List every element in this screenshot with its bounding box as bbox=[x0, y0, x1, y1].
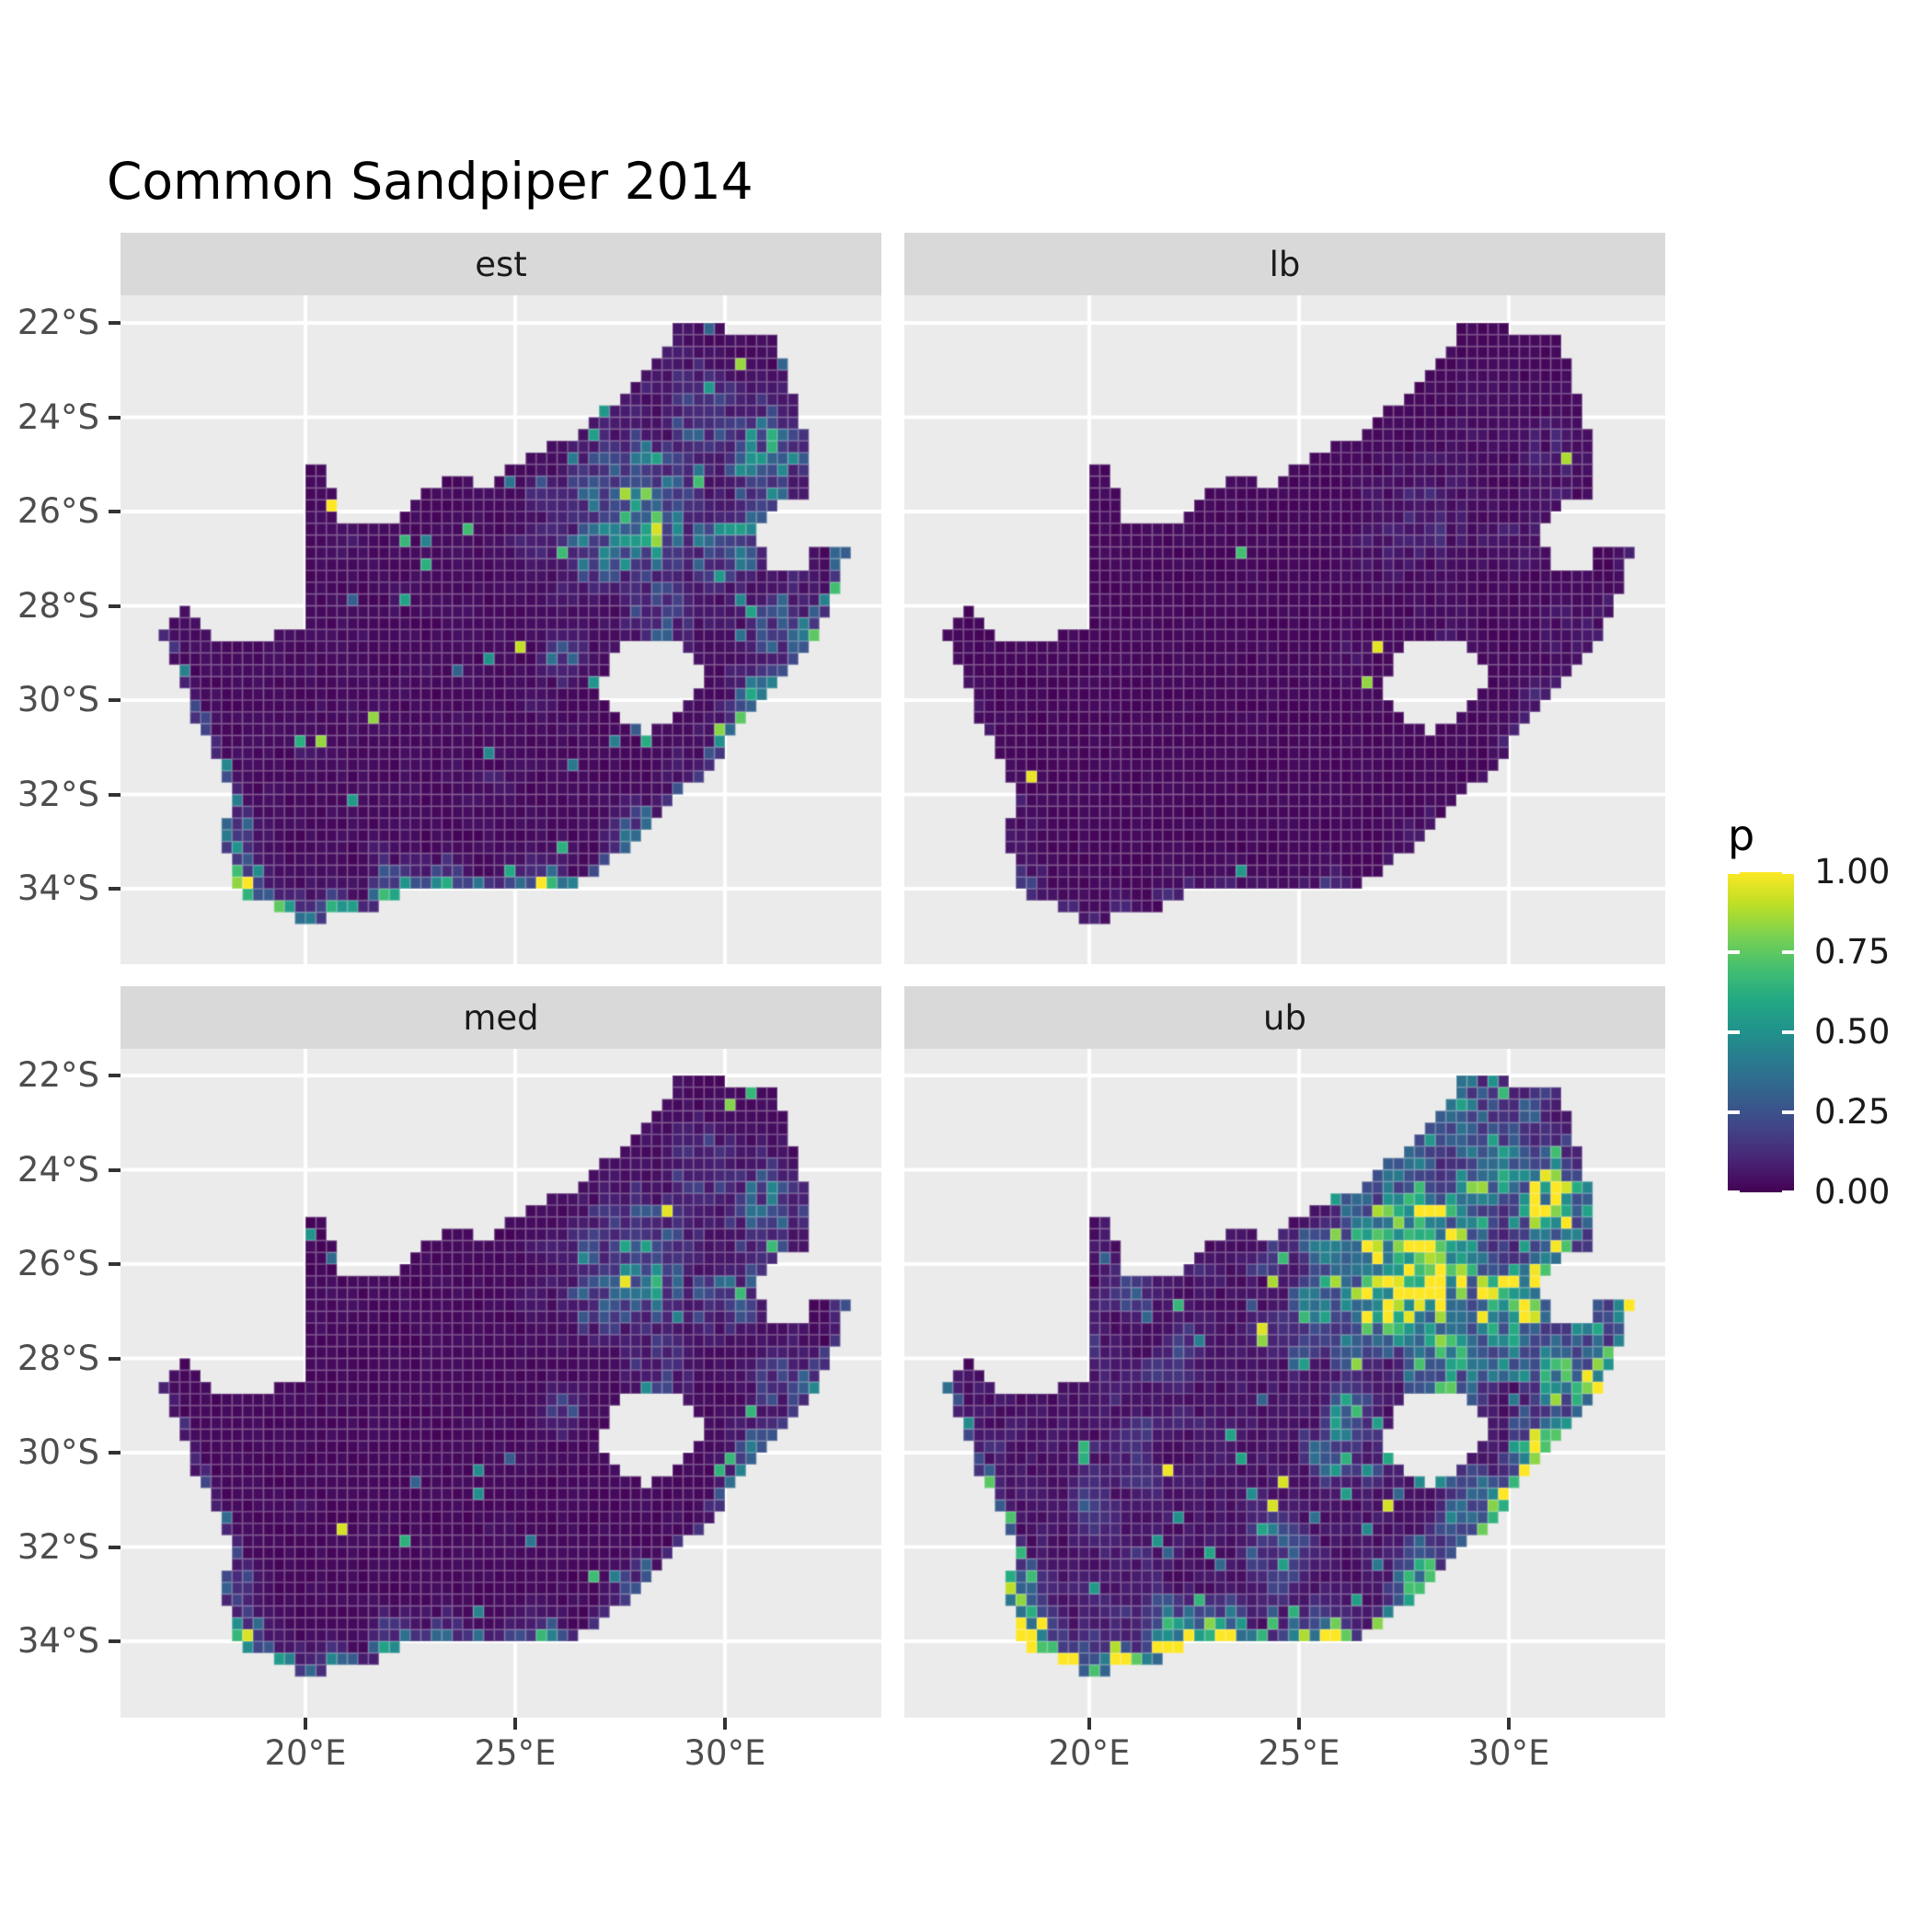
legend-tick-label: 0.00 bbox=[1814, 1172, 1891, 1212]
y-axis-tick-mark bbox=[109, 698, 121, 702]
y-axis-tick-mark bbox=[109, 792, 121, 797]
y-axis-tick-mark bbox=[109, 510, 121, 513]
x-axis-tick-mark bbox=[304, 1718, 307, 1730]
y-axis-tick-mark bbox=[109, 887, 121, 891]
legend-tick-label: 0.75 bbox=[1814, 932, 1891, 972]
facet-strip-label-est: est bbox=[475, 244, 527, 284]
legend-tick-right bbox=[1782, 1190, 1794, 1194]
legend-tick-right bbox=[1782, 1110, 1794, 1114]
legend-tick-label: 0.25 bbox=[1814, 1092, 1891, 1132]
x-axis-tick-mark bbox=[1297, 1718, 1301, 1730]
y-axis-tick-mark bbox=[109, 1167, 121, 1172]
x-axis-tick-label: 30°E bbox=[684, 1733, 766, 1773]
facet-strip-label-lb: lb bbox=[1269, 244, 1301, 284]
legend-tick-right bbox=[1782, 1030, 1794, 1034]
y-axis-tick-label: 28°S bbox=[17, 1338, 99, 1378]
x-axis-tick-mark bbox=[723, 1718, 727, 1730]
x-axis-tick-label: 20°E bbox=[1048, 1733, 1131, 1773]
x-axis-tick-label: 30°E bbox=[1467, 1733, 1550, 1773]
y-axis-tick-mark bbox=[109, 1356, 121, 1361]
legend-tick-left bbox=[1728, 870, 1740, 874]
map-panel-est bbox=[121, 295, 881, 964]
y-axis-tick-label: 26°S bbox=[17, 491, 99, 531]
y-axis-tick-label: 34°S bbox=[17, 1621, 99, 1661]
x-axis-tick-mark bbox=[1087, 1718, 1091, 1730]
y-axis-tick-mark bbox=[109, 1639, 121, 1643]
x-axis-tick-mark bbox=[1507, 1718, 1511, 1730]
facet-strip-label-ub: ub bbox=[1263, 997, 1306, 1038]
y-axis-tick-mark bbox=[109, 321, 121, 325]
y-axis-tick-mark bbox=[109, 1545, 121, 1549]
legend-tick-label: 1.00 bbox=[1814, 852, 1891, 891]
x-axis-tick-label: 25°E bbox=[474, 1733, 557, 1773]
y-axis-tick-label: 32°S bbox=[17, 774, 99, 814]
y-axis-tick-label: 24°S bbox=[17, 397, 99, 437]
legend-title: p bbox=[1728, 811, 1755, 860]
map-panel-med bbox=[121, 1049, 881, 1718]
y-axis-tick-label: 28°S bbox=[17, 585, 99, 626]
legend-tick-left bbox=[1728, 950, 1740, 954]
x-axis-tick-mark bbox=[513, 1718, 517, 1730]
y-axis-tick-mark bbox=[109, 1451, 121, 1455]
legend-tick-left bbox=[1728, 1110, 1740, 1114]
plot-title: Common Sandpiper 2014 bbox=[107, 152, 753, 211]
y-axis-tick-label: 24°S bbox=[17, 1149, 99, 1190]
y-axis-tick-label: 22°S bbox=[17, 303, 99, 342]
y-axis-tick-label: 22°S bbox=[17, 1055, 99, 1095]
map-panel-ub bbox=[904, 1049, 1665, 1718]
y-axis-tick-mark bbox=[109, 604, 121, 608]
y-axis-tick-mark bbox=[109, 415, 121, 420]
facet-strip-label-med: med bbox=[463, 997, 539, 1038]
facet-strip-ub: ub bbox=[904, 986, 1665, 1049]
y-axis-tick-label: 32°S bbox=[17, 1526, 99, 1567]
legend-tick-left bbox=[1728, 1030, 1740, 1034]
legend-tick-right bbox=[1782, 950, 1794, 954]
legend-tick-right bbox=[1782, 870, 1794, 874]
map-panel-lb bbox=[904, 295, 1665, 964]
facet-strip-lb: lb bbox=[904, 233, 1665, 295]
y-axis-tick-mark bbox=[109, 1074, 121, 1077]
y-axis-tick-label: 34°S bbox=[17, 868, 99, 908]
x-axis-tick-label: 25°E bbox=[1258, 1733, 1340, 1773]
y-axis-tick-label: 30°S bbox=[17, 1432, 99, 1472]
facet-strip-med: med bbox=[121, 986, 881, 1049]
y-axis-tick-label: 26°S bbox=[17, 1244, 99, 1283]
legend-tick-left bbox=[1728, 1190, 1740, 1194]
legend-tick-label: 0.50 bbox=[1814, 1012, 1891, 1052]
y-axis-tick-label: 30°S bbox=[17, 680, 99, 719]
facet-strip-est: est bbox=[121, 233, 881, 295]
x-axis-tick-label: 20°E bbox=[264, 1733, 347, 1773]
y-axis-tick-mark bbox=[109, 1262, 121, 1266]
